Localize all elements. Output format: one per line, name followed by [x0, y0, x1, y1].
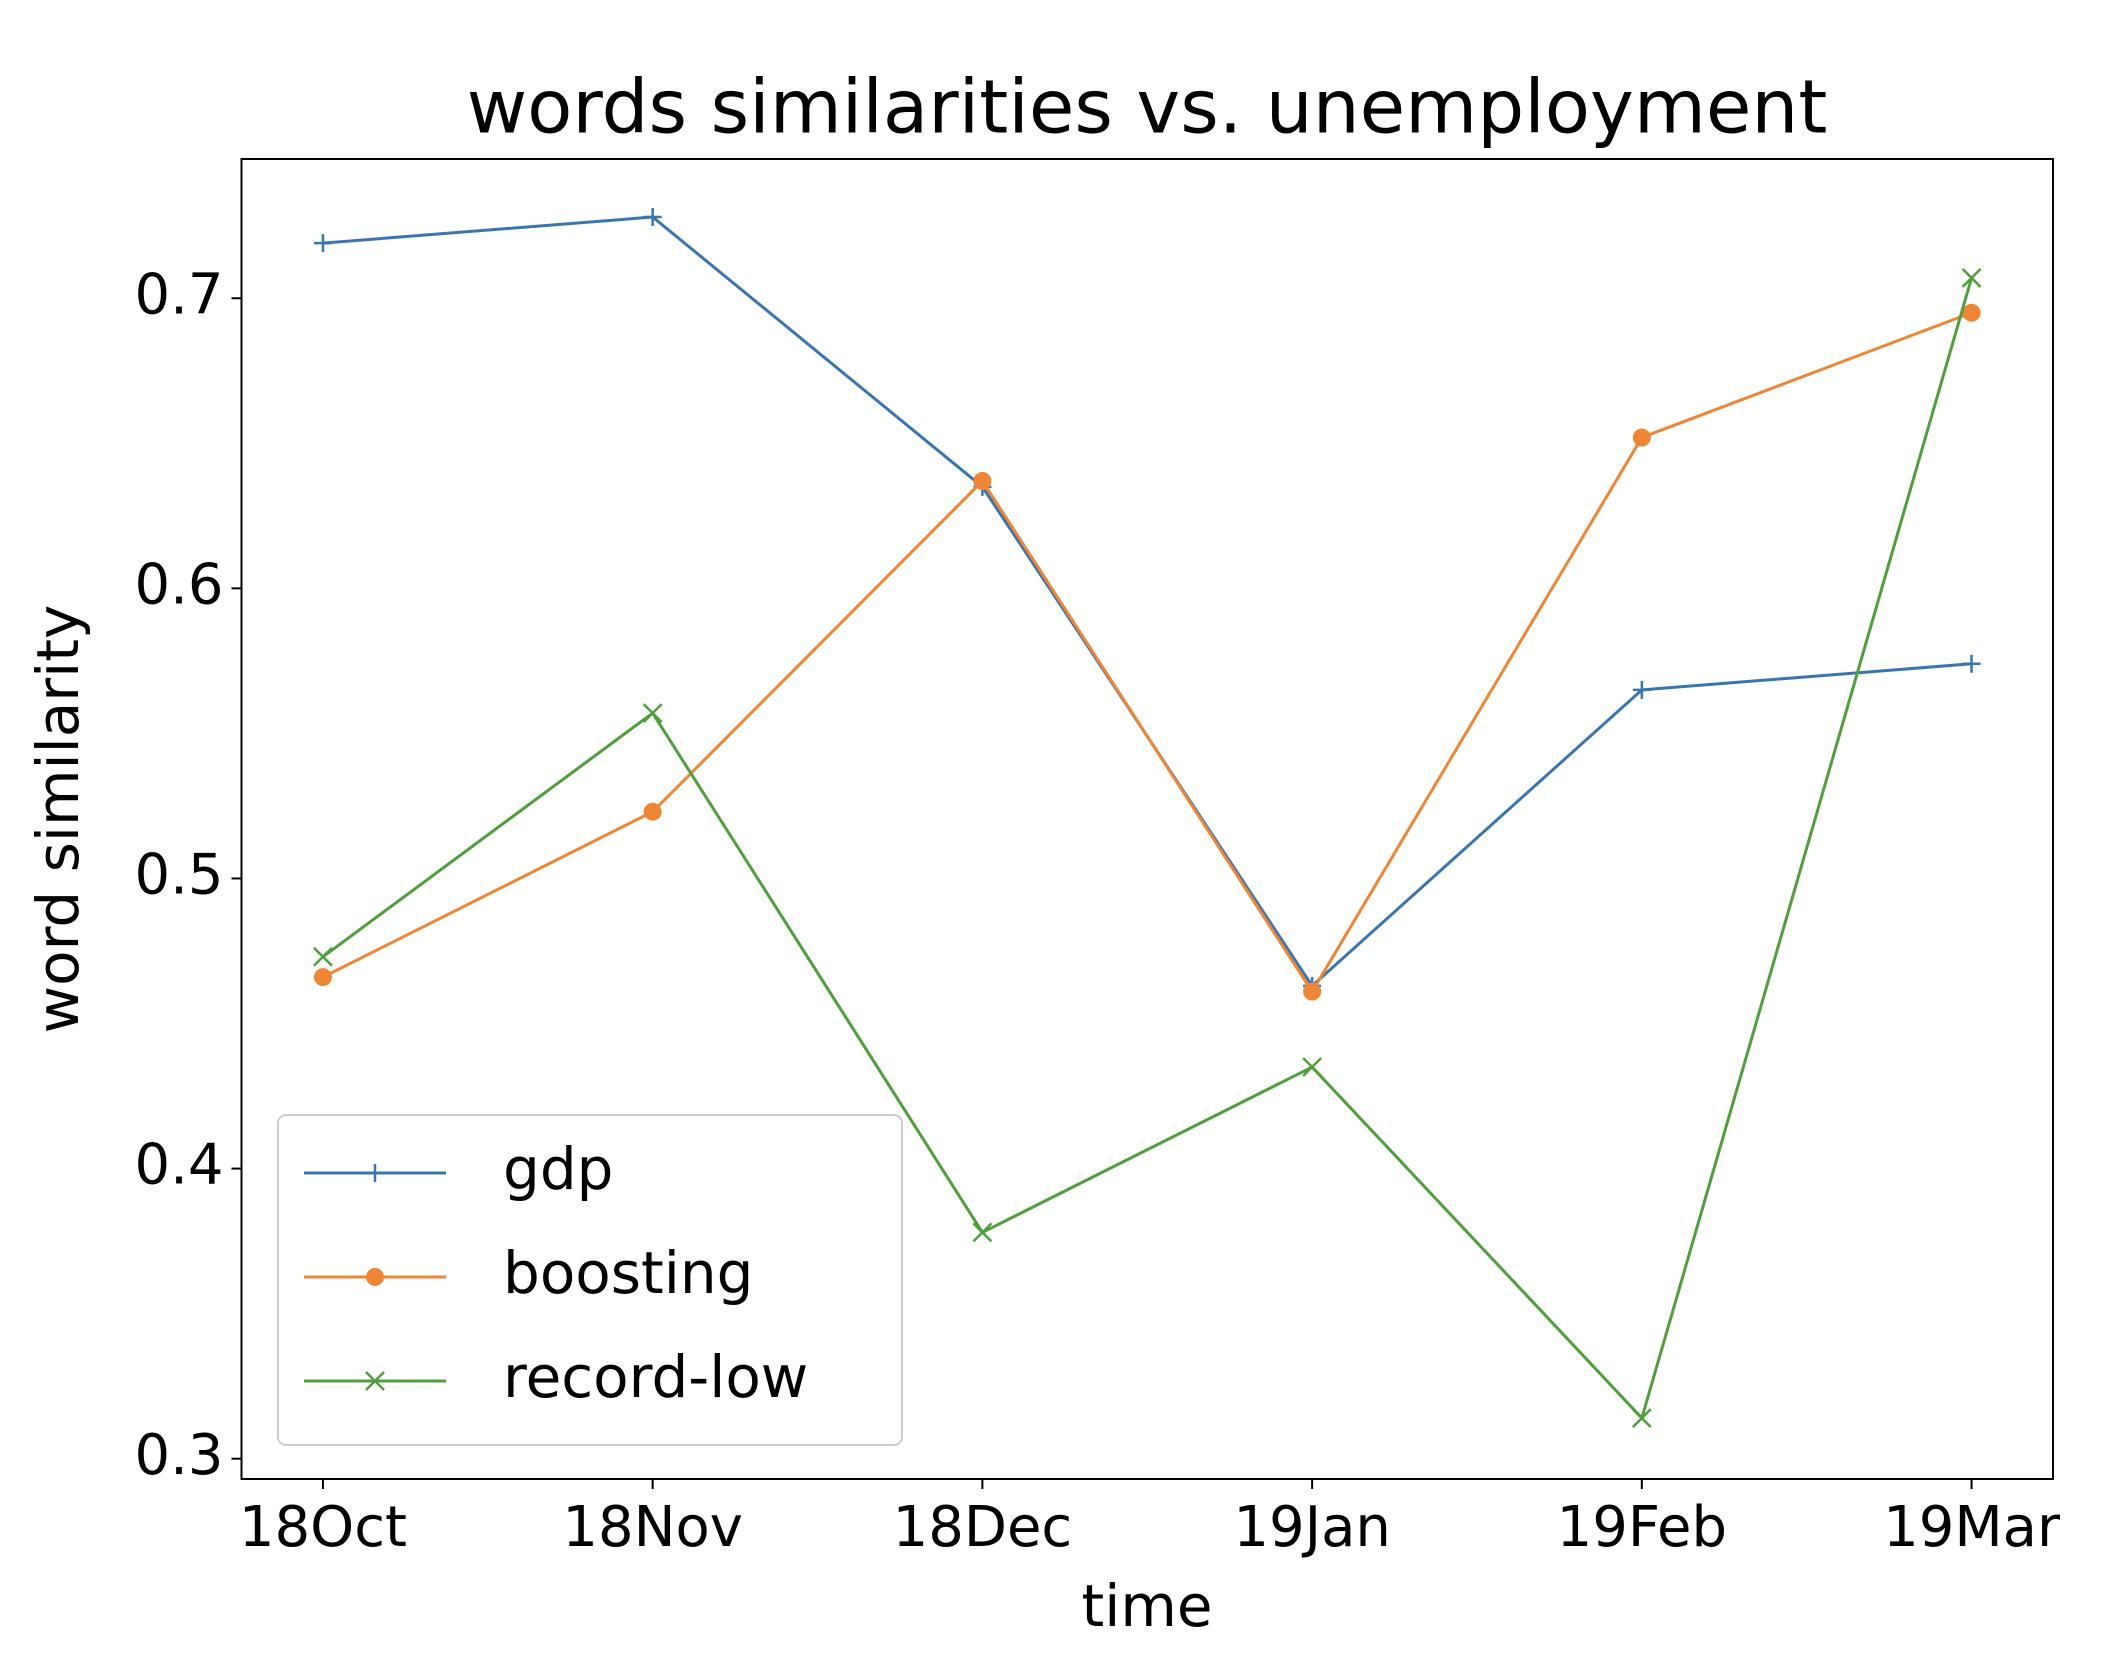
- series: [313, 208, 1981, 995]
- y-tick-label: 0.6: [134, 553, 223, 618]
- data-point: [642, 703, 663, 723]
- x-axis-label: time: [1081, 1572, 1212, 1640]
- legend-label: record-low: [503, 1343, 808, 1411]
- data-point: [1632, 428, 1651, 447]
- legend: gdp boosting record-low: [277, 1114, 903, 1446]
- legend-marker: [366, 1164, 384, 1182]
- x-tick-label: 19Jan: [1233, 1495, 1391, 1560]
- data-point: [973, 472, 992, 491]
- y-axis-label: word similarity: [24, 605, 92, 1034]
- data-point: [1961, 268, 1982, 288]
- x-tick-label: 18Dec: [893, 1495, 1073, 1560]
- data-point: [643, 802, 662, 821]
- series-line: [322, 215, 1972, 989]
- chart-title: words similarities vs. unemployment: [467, 65, 1828, 151]
- y-tick-label: 0.3: [134, 1423, 223, 1488]
- legend-label: boosting: [503, 1239, 753, 1307]
- series-line: [322, 311, 1973, 995]
- data-point: [1962, 654, 1981, 673]
- data-point: [1632, 680, 1651, 699]
- data-point: [643, 208, 662, 227]
- legend-box: [277, 1114, 903, 1446]
- data-point: [313, 234, 332, 253]
- y-tick-label: 0.7: [134, 262, 223, 327]
- data-point: [1631, 1408, 1652, 1428]
- legend-marker: [366, 1268, 384, 1286]
- y-tick-label: 0.4: [134, 1133, 223, 1198]
- series: [313, 268, 1982, 1428]
- plot-frame: [240, 158, 2054, 1480]
- data-point: [313, 946, 333, 967]
- y-tick-label: 0.5: [134, 843, 223, 908]
- data-point: [972, 1222, 993, 1243]
- series: [313, 303, 1981, 1001]
- legend-marker: [365, 1371, 385, 1391]
- x-tick-label: 19Feb: [1557, 1495, 1727, 1560]
- data-point: [313, 968, 332, 987]
- series-line: [322, 277, 1973, 1422]
- x-tick-label: 18Oct: [239, 1495, 407, 1560]
- x-tick-label: 19Mar: [1883, 1495, 2061, 1560]
- data-point: [1303, 982, 1322, 1001]
- data-point: [1962, 303, 1981, 322]
- data-point: [1302, 1057, 1322, 1077]
- x-tick-label: 18Nov: [562, 1495, 743, 1560]
- legend-label: gdp: [503, 1135, 613, 1203]
